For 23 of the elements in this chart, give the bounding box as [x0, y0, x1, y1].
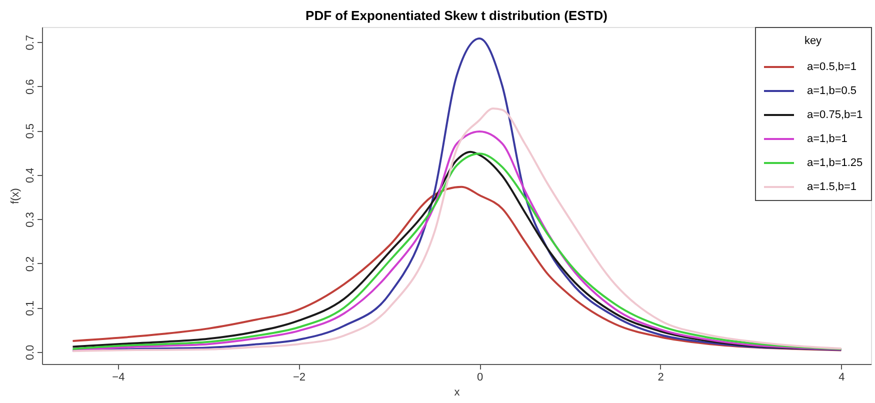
y-tick-label: 0.3 — [24, 212, 36, 228]
legend-label: a=1,b=0.5 — [807, 85, 857, 97]
y-tick-label: 0.6 — [24, 79, 36, 94]
y-tick-label: 0.2 — [24, 256, 36, 272]
x-tick-label: 4 — [838, 372, 845, 384]
legend-label: a=1,b=1.25 — [807, 157, 863, 169]
chart-title: PDF of Exponentiated Skew t distribution (ESTD) — [306, 8, 608, 23]
x-tick-label: 2 — [658, 372, 664, 384]
legend-label: a=1,b=1 — [807, 133, 848, 145]
y-axis-title: f(x) — [10, 188, 22, 204]
y-tick-label: 0.0 — [24, 344, 36, 360]
legend-label: a=0.5,b=1 — [807, 61, 857, 73]
x-tick-label: −2 — [292, 372, 306, 384]
x-axis-title: x — [454, 386, 460, 398]
y-tick-label: 0.5 — [24, 123, 36, 139]
x-tick-label: 0 — [476, 372, 484, 384]
legend-label: a=1.5,b=1 — [807, 181, 857, 193]
y-tick-label: 0.7 — [24, 34, 36, 50]
legend-title: key — [804, 35, 822, 47]
y-tick-label: 0.1 — [24, 300, 36, 316]
x-tick-label: −4 — [112, 372, 125, 384]
legend-label: a=0.75,b=1 — [807, 109, 863, 121]
y-tick-label: 0.4 — [24, 168, 36, 184]
